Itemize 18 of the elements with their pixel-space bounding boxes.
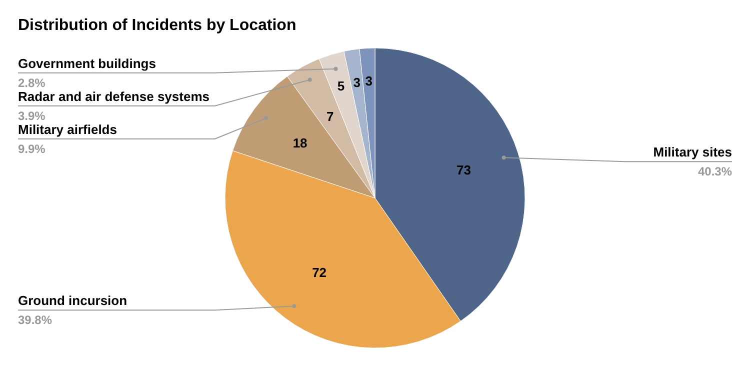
text: 2.8% <box>18 76 46 90</box>
slice-label: Government buildings <box>18 56 156 71</box>
data-label: 3 <box>353 74 360 90</box>
text: 39.8% <box>18 313 52 328</box>
data-label: 5 <box>337 78 345 94</box>
data-label: 72 <box>312 264 327 280</box>
chart-title: Distribution of Incidents by Location <box>18 17 296 34</box>
text: 9.9% <box>18 142 46 156</box>
data-label: 3 <box>365 74 373 89</box>
text: 3.9% <box>18 108 46 123</box>
data-label: 7 <box>326 109 334 124</box>
data-label: 73 <box>456 162 471 178</box>
data-label: 18 <box>292 135 308 150</box>
slice-label: Military airfields <box>18 122 117 137</box>
slice-label: Radar and air defense systems <box>18 88 210 104</box>
slice-label: Military sites <box>653 144 732 160</box>
slice-label: Ground incursion <box>18 293 128 308</box>
text: 40.3% <box>698 164 732 179</box>
